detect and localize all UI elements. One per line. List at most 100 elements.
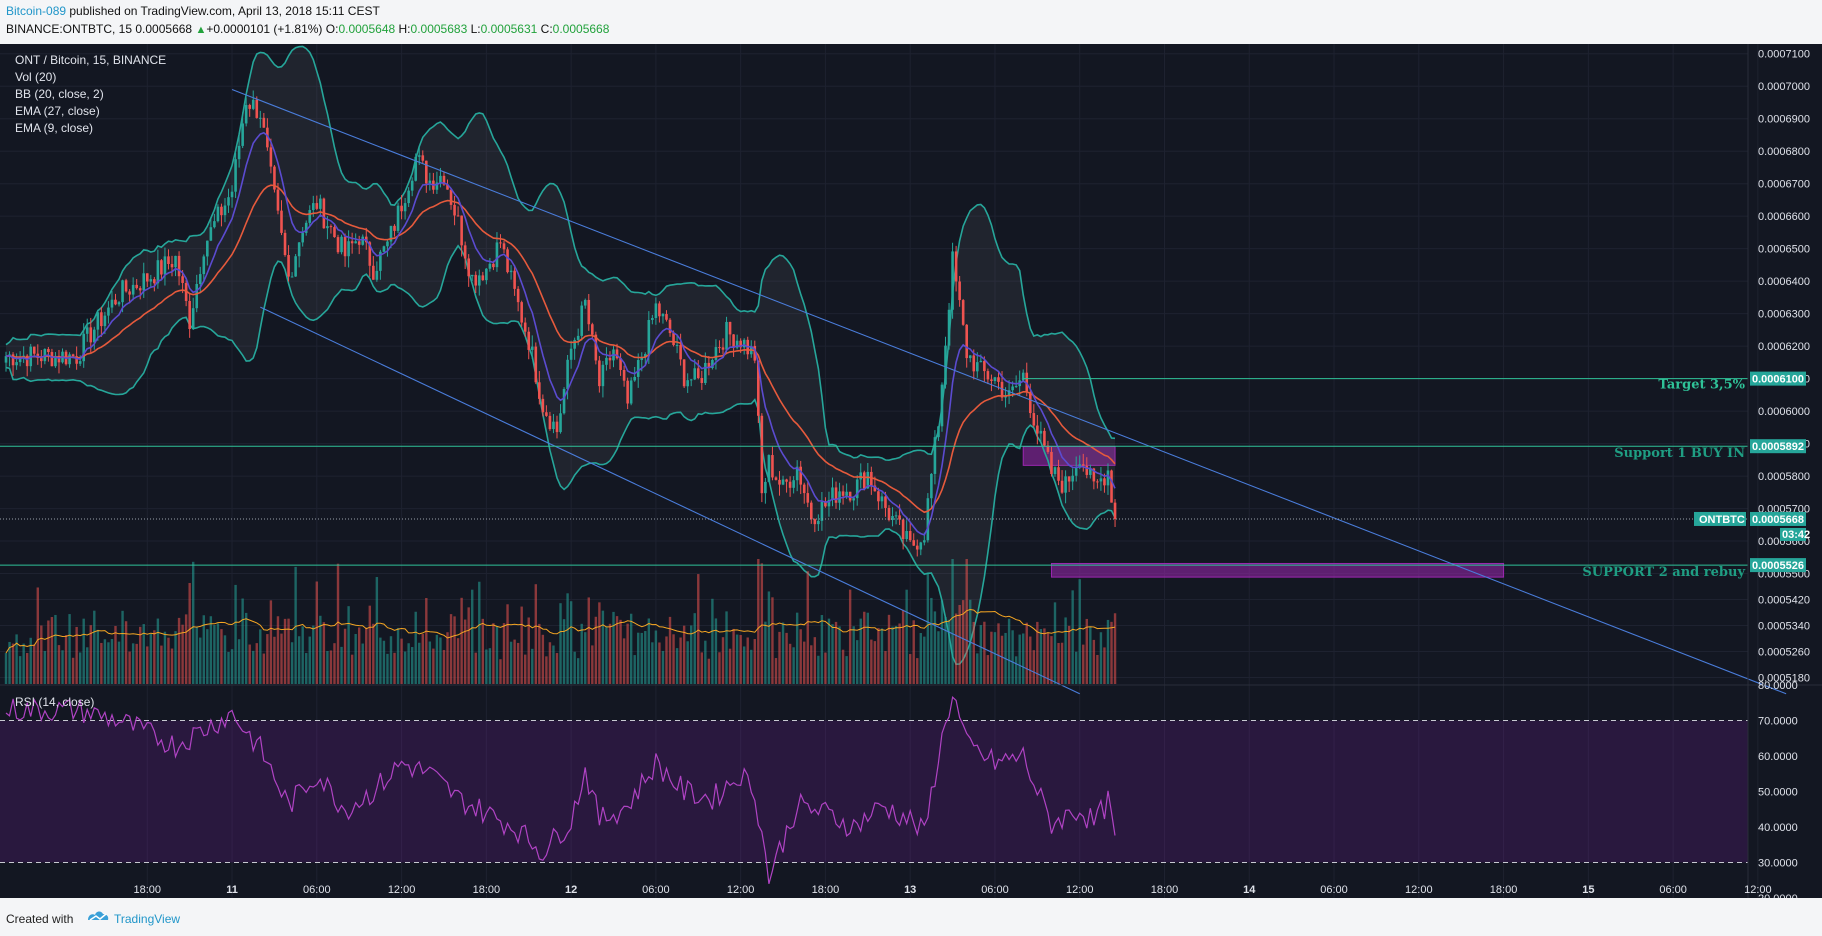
candle-body <box>68 354 71 365</box>
legend-ema27[interactable]: EMA (27, close) <box>15 104 100 118</box>
candle-body <box>304 222 308 233</box>
candle-body <box>474 274 478 286</box>
candle-body <box>1092 468 1096 482</box>
candle-body <box>933 437 937 474</box>
candle-body <box>1081 464 1085 466</box>
candle-body <box>643 354 647 358</box>
candle-body <box>788 481 792 488</box>
candle-body <box>735 340 739 348</box>
volume-bar <box>675 648 679 684</box>
legend-vol[interactable]: Vol (20) <box>15 70 56 84</box>
volume-bar <box>947 619 951 684</box>
candle-body <box>269 147 273 167</box>
tradingview-logo-icon[interactable] <box>86 908 110 927</box>
price-tick-label: 0.0005420 <box>1758 595 1810 607</box>
support2-price-tag-bg <box>1750 558 1806 573</box>
volume-bar <box>354 633 357 684</box>
volume-bar <box>908 654 912 684</box>
volume-bar <box>810 645 813 684</box>
volume-bar <box>997 623 1000 684</box>
candle-body <box>343 236 347 257</box>
candle-body <box>315 203 319 209</box>
candle-body <box>103 315 107 327</box>
volume-bar <box>269 600 273 684</box>
candle-body <box>774 477 778 480</box>
volume-bar <box>852 626 855 684</box>
candle-body <box>930 473 933 499</box>
price-tags: 0.0006100 0.0005892 0.0005526 0.0005668 ONTB… <box>1694 371 1810 573</box>
candle-body <box>785 479 788 482</box>
candle-body <box>813 519 817 525</box>
volume-bar <box>637 632 640 684</box>
tradingview-brand[interactable]: TradingView <box>114 912 181 926</box>
volume-bar <box>389 636 393 684</box>
volume-bar <box>598 602 601 684</box>
rsi-tick-label: 50.0000 <box>1758 787 1798 799</box>
candle-body <box>636 360 640 377</box>
candle-body <box>997 377 1000 382</box>
volume-bar <box>711 598 714 684</box>
candle-body <box>615 349 619 359</box>
volume-bar <box>1071 590 1074 684</box>
candle-body <box>820 501 824 521</box>
volume-bar <box>206 629 209 684</box>
volume-bar <box>1089 626 1092 684</box>
volume-bar <box>728 648 732 684</box>
candle-body <box>25 355 29 367</box>
volume-bar <box>771 597 774 684</box>
volume-bar <box>986 655 990 684</box>
volume-bar <box>1113 613 1117 684</box>
candle-body <box>71 354 75 357</box>
candle-body <box>912 540 916 546</box>
volume-bar <box>619 619 622 684</box>
volume-bar <box>774 658 778 684</box>
candle-body <box>499 242 502 244</box>
volume-bar <box>319 615 322 684</box>
candle-body <box>354 241 357 244</box>
candle-body <box>1071 475 1074 482</box>
volume-bar <box>559 603 562 684</box>
volume-bar <box>1106 619 1110 684</box>
volume-bar <box>1060 642 1064 684</box>
volume-bar <box>273 636 276 684</box>
volume-bar <box>693 613 696 684</box>
volume-bar <box>368 605 371 684</box>
candle-body <box>781 479 785 485</box>
candle-body <box>513 270 516 289</box>
legend-bb[interactable]: BB (20, close, 2) <box>15 87 104 101</box>
volume-bar <box>36 587 39 684</box>
volume-bar <box>954 613 958 684</box>
candle-body <box>121 280 124 303</box>
legend-rsi[interactable]: RSI (14, close) <box>15 695 94 709</box>
volume-bar <box>396 627 400 684</box>
candle-body <box>767 455 771 482</box>
candle-body <box>1064 476 1067 493</box>
volume-bar <box>393 652 396 684</box>
volume-bar <box>785 632 788 684</box>
time-tick-label: 18:00 <box>1151 884 1179 896</box>
volume-bar <box>139 626 142 684</box>
volume-bar <box>184 614 188 684</box>
price-chart[interactable]: Target 3,5% Support 1 BUY IN SUPPORT 2 and… <box>0 44 1822 898</box>
candle-body <box>1028 391 1032 414</box>
volume-bar <box>767 591 771 684</box>
volume-bar <box>365 627 368 684</box>
volume-bar <box>866 612 870 684</box>
volume-bar <box>750 649 753 684</box>
legend-ema9[interactable]: EMA (9, close) <box>15 121 93 135</box>
candle-body <box>894 515 898 517</box>
volume-bar <box>160 645 163 684</box>
candle-body <box>389 225 393 242</box>
candle-body <box>538 382 541 399</box>
candle-body <box>1057 467 1060 481</box>
candle-body <box>50 352 54 367</box>
volume-ma-line <box>5 608 1116 654</box>
volume-bar <box>690 625 693 684</box>
candle-body <box>336 237 340 253</box>
author-link[interactable]: Bitcoin-089 <box>6 4 67 18</box>
candle-body <box>1110 470 1113 503</box>
candle-body <box>131 284 135 295</box>
volume-bar <box>534 584 537 684</box>
volume-bar <box>54 614 57 684</box>
candle-body <box>523 322 527 332</box>
